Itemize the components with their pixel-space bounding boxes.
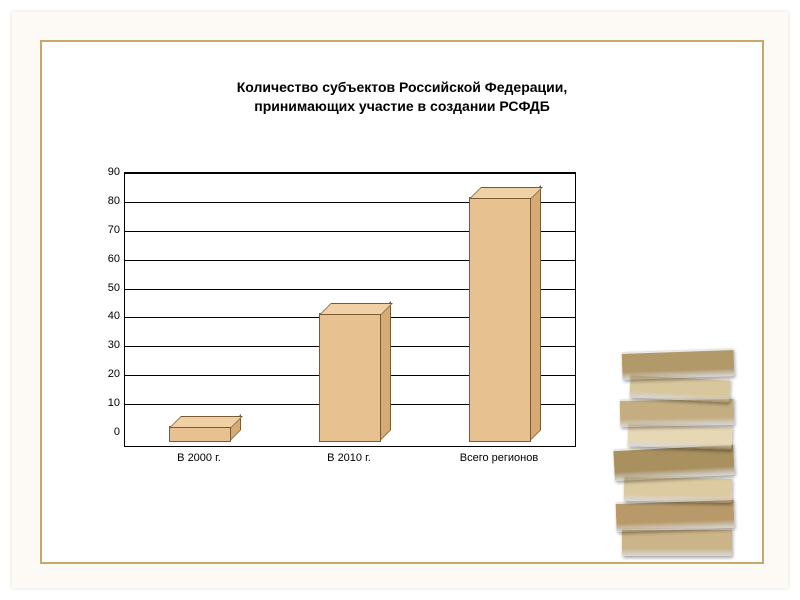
y-tick-label: 30 [82,339,120,351]
y-tick-label: 10 [82,397,120,409]
bar [469,172,539,446]
x-tick-label: В 2000 г. [124,452,274,464]
content-frame: Количество субъектов Российской Федераци… [40,40,764,564]
y-tick-label: 90 [82,166,120,178]
bar [319,172,389,446]
y-tick-label: 40 [82,310,120,322]
bar-chart: 0102030405060708090 В 2000 г.В 2010 г.Вс… [82,172,592,482]
y-tick-label: 80 [82,195,120,207]
book [616,498,735,532]
slide: Количество субъектов Российской Федераци… [12,12,788,588]
x-tick-label: Всего регионов [424,452,574,464]
chart-title: Количество субъектов Российской Федераци… [42,78,762,116]
y-tick-label: 70 [82,224,120,236]
y-tick-label: 60 [82,253,120,265]
books-decoration [602,316,752,556]
y-tick-label: 0 [82,426,120,438]
title-line-2: принимающих участие в создании РСФДБ [254,98,550,114]
y-tick-label: 50 [82,282,120,294]
x-tick-label: В 2010 г. [274,452,424,464]
title-line-1: Количество субъектов Российской Федераци… [237,79,568,95]
book [622,528,732,556]
book [622,348,735,380]
bar [169,172,239,446]
y-tick-label: 20 [82,368,120,380]
